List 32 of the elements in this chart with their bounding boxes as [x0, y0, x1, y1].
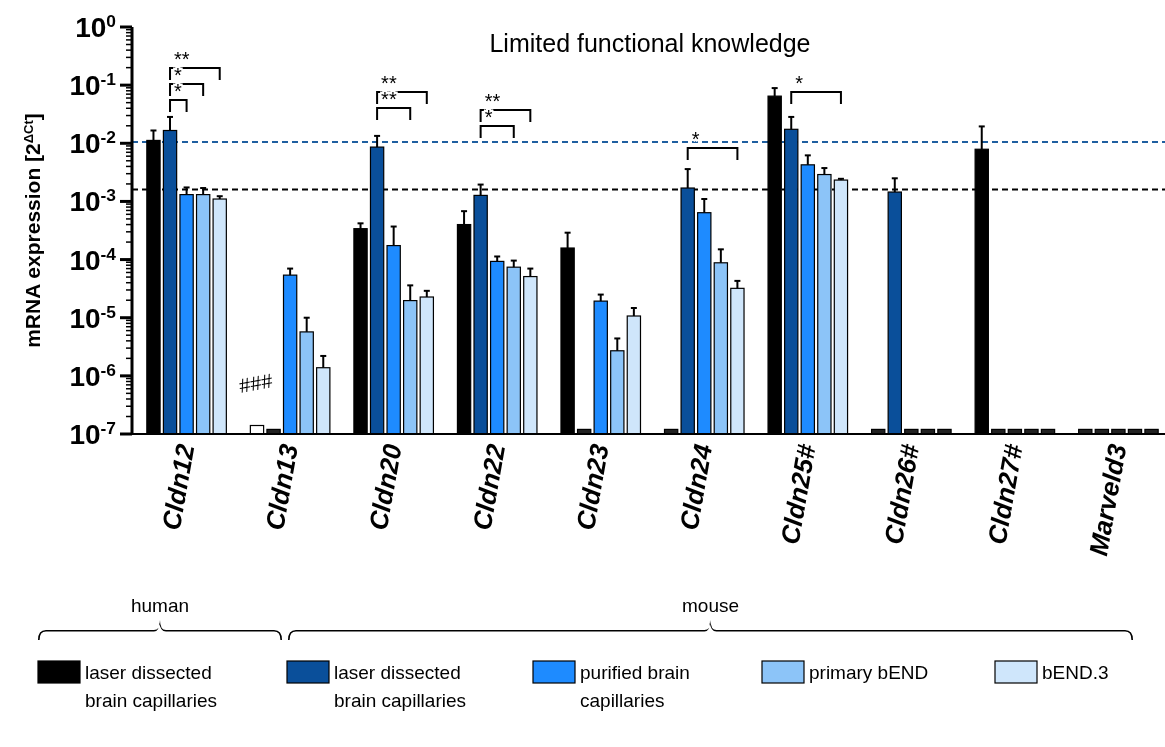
- y-tick-label: 10$^{-2}$: [69, 127, 116, 160]
- annotation: ###: [237, 369, 275, 397]
- x-tick-label: Marveld3: [1083, 441, 1133, 559]
- x-tick-label: Cldn22: [466, 441, 512, 533]
- x-tick-label: Cldn26#: [878, 441, 926, 547]
- chart-title: Limited functional knowledge: [489, 29, 811, 57]
- text: mouse: [681, 595, 740, 616]
- text: human: [130, 595, 190, 616]
- y-tick-label: 10$^{-7}$: [69, 418, 116, 450]
- y-tick-label: 10$^{-5}$: [69, 301, 117, 334]
- legend-label: bEND.3: [1042, 662, 1109, 683]
- y-tick-label: 10$^{0}$: [75, 11, 116, 43]
- y-tick-label: 10$^{-4}$: [69, 243, 117, 276]
- annotation: *: [795, 72, 804, 94]
- x-tick-label: Cldn27#: [981, 441, 1029, 547]
- legend-label: purified brain capillaries: [580, 662, 690, 711]
- y-tick-label: 10$^{-6}$: [69, 359, 117, 392]
- legend-label: laser dissected brain capillaries: [334, 662, 467, 711]
- x-tick-label: Cldn23: [570, 441, 615, 533]
- x-tick-label: Cldn13: [259, 441, 305, 533]
- x-tick-label: Cldn12: [155, 441, 201, 533]
- legend-label: laser dissected brain capillaries: [85, 662, 218, 711]
- y-tick-label: 10$^{-1}$: [69, 69, 117, 102]
- annotation: *: [691, 128, 700, 150]
- annotation: **: [381, 88, 397, 110]
- x-tick-label: Cldn24: [673, 441, 719, 533]
- annotation: *: [174, 80, 183, 102]
- legend-label: primary bEND: [809, 662, 929, 683]
- annotation: *: [484, 106, 493, 128]
- y-tick-label: 10$^{-3}$: [69, 185, 117, 218]
- x-tick-label: Cldn20: [362, 441, 408, 533]
- x-tick-label: Cldn25#: [774, 441, 822, 547]
